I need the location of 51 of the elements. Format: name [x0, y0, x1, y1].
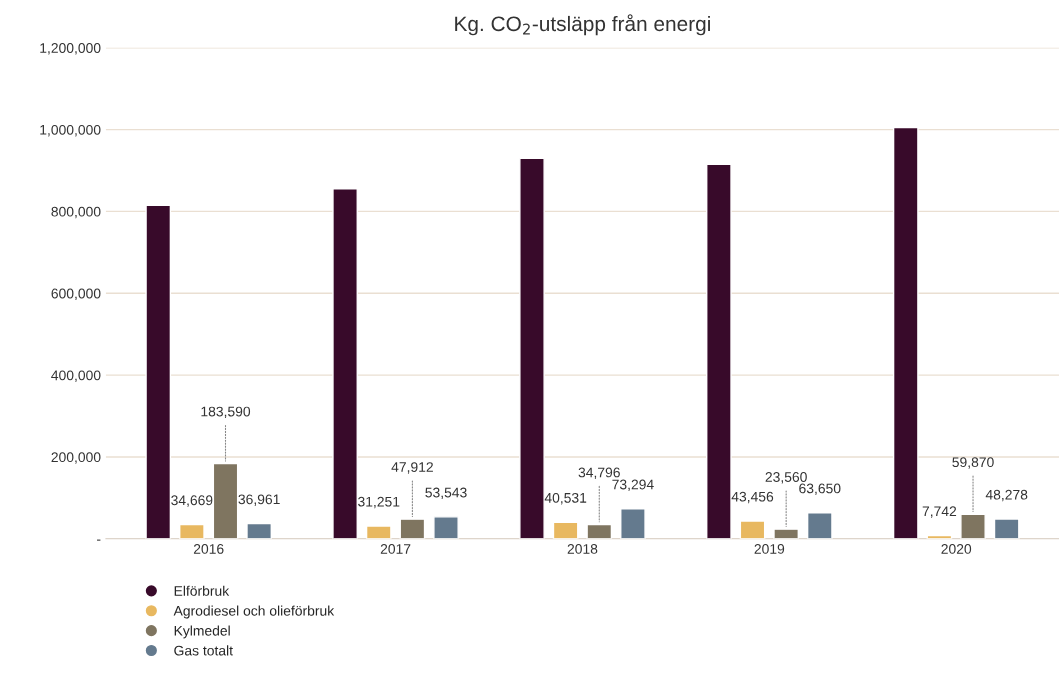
bar [892, 126, 919, 539]
legend-label: Agrodiesel och olieförbruk [173, 605, 335, 619]
y-tick-label: 800,000 [51, 206, 101, 219]
data-label: 34,796 [578, 467, 620, 479]
data-label: 47,912 [391, 462, 433, 474]
bar [552, 521, 579, 539]
legend-label: Gas totalt [174, 645, 233, 656]
y-tick-label: 400,000 [51, 370, 101, 382]
data-label: 7,742 [922, 506, 957, 518]
bar [993, 518, 1020, 539]
data-label: 40,531 [544, 492, 587, 505]
legend-label: Kylmedel [174, 625, 230, 639]
bar [433, 516, 459, 539]
bar [145, 204, 172, 539]
x-tick-label: 2020 [941, 544, 972, 554]
data-label: 73,294 [612, 479, 654, 492]
y-tick-label: 200,000 [51, 452, 101, 464]
bar [739, 520, 766, 539]
bar [806, 512, 833, 539]
bar [706, 163, 732, 539]
bar [620, 508, 646, 539]
bar [365, 525, 392, 539]
bar [519, 157, 545, 539]
data-label: 31,251 [358, 496, 400, 509]
data-label: 53,543 [425, 487, 467, 500]
bar [960, 513, 986, 539]
bar [332, 188, 358, 539]
chart-title: Kg. CO$_{2}$-utsläpp från energi [455, 14, 710, 36]
data-label: 34,669 [171, 495, 213, 507]
x-tick-label: 2016 [193, 544, 224, 554]
x-tick-label: 2017 [380, 544, 411, 554]
bar [212, 462, 239, 539]
y-tick-label: 1,000,000 [40, 124, 101, 137]
data-label: 59,870 [952, 457, 994, 469]
y-tick-label: 1,200,000 [40, 43, 101, 55]
x-tick-label: 2018 [567, 544, 598, 554]
legend-label: Elförbruk [174, 585, 230, 596]
x-tick-label: 2019 [754, 544, 785, 554]
bar [179, 523, 205, 539]
data-label: 36,961 [238, 494, 280, 506]
data-label: 43,456 [731, 491, 774, 504]
data-label: 63,650 [799, 483, 841, 495]
bar [773, 528, 799, 539]
data-label: 48,278 [985, 489, 1028, 502]
data-label: 23,560 [765, 472, 807, 484]
bar [586, 523, 613, 539]
bar [246, 522, 272, 539]
data-label: 183,590 [201, 406, 251, 419]
y-tick-label: - [97, 539, 101, 541]
bar [399, 518, 426, 539]
y-tick-label: 600,000 [51, 288, 101, 301]
